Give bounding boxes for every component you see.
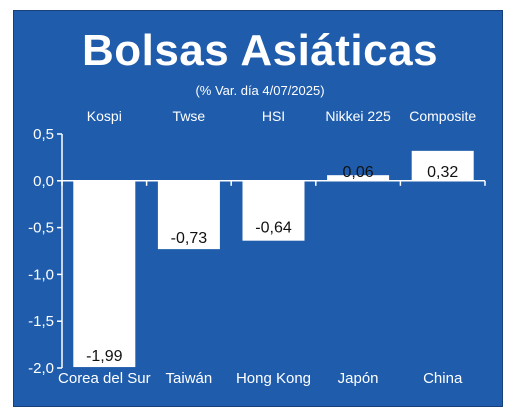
category-label: China (423, 370, 463, 387)
data-label: 0,06 (343, 164, 374, 181)
bar (411, 150, 474, 181)
index-name-label: Kospi (87, 108, 122, 124)
data-label: -1,99 (86, 348, 123, 365)
chart-title: Bolsas Asiáticas (81, 26, 439, 75)
index-name-label: HSI (262, 108, 285, 124)
y-tick-label: 0,0 (33, 173, 54, 190)
y-tick-label: -1,0 (28, 266, 54, 283)
data-label: -0,64 (255, 220, 292, 237)
y-tick-label: -2,0 (28, 360, 54, 377)
index-name-label: Nikkei 225 (325, 108, 391, 124)
category-label: Japón (338, 370, 379, 387)
category-label: Taiwán (166, 370, 213, 387)
data-label: 0,32 (427, 164, 458, 181)
category-label: Corea del Sur (58, 370, 151, 387)
bar (157, 180, 220, 250)
index-name-label: Composite (409, 108, 476, 124)
chart-subtitle: (% Var. día 4/07/2025) (195, 83, 325, 98)
y-tick-label: -0,5 (28, 220, 54, 237)
y-tick-label: 0,5 (33, 126, 54, 143)
data-label: -0,73 (171, 230, 208, 247)
bar (242, 180, 305, 241)
index-name-label: Twse (173, 108, 206, 124)
y-tick-label: -1,5 (28, 313, 54, 330)
bar (327, 175, 390, 181)
bar (73, 180, 136, 368)
category-label: Hong Kong (236, 370, 311, 387)
